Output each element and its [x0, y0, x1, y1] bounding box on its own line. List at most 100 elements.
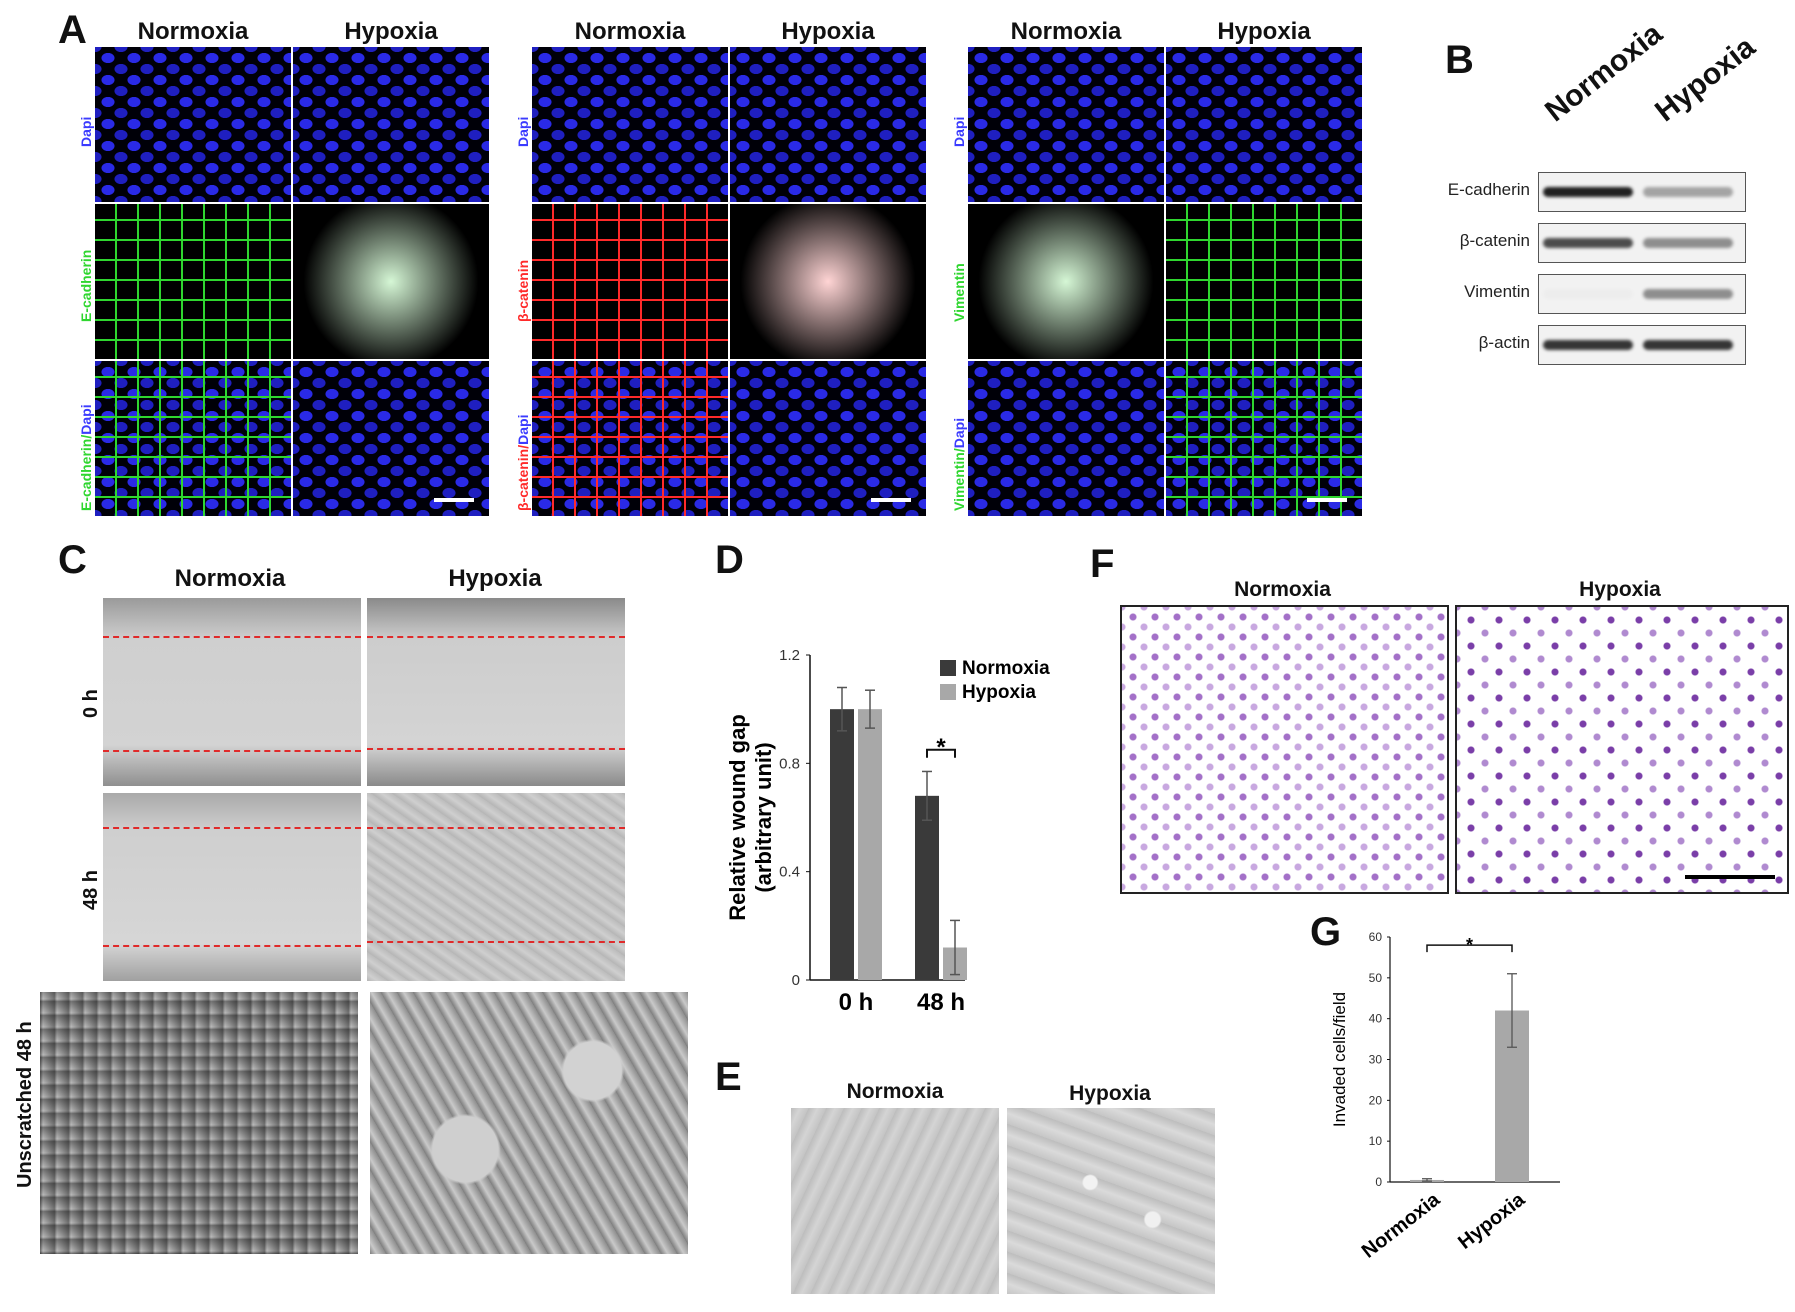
if-col-label-normoxia: Normoxia	[1010, 18, 1122, 45]
panel-g-invasion-chart: 0 10 20 30 40 50 60 Invaded cells/field Normoxia…	[1330, 930, 1560, 1263]
if-row-label: β-catenin	[515, 259, 531, 322]
panel-label-d: D	[715, 538, 744, 582]
y-tick-label: 30	[1369, 1053, 1383, 1067]
invasion-col-label-hypoxia: Hypoxia	[1579, 578, 1661, 601]
significance-bracket	[1426, 944, 1513, 953]
if-row-label: β-catenin/Dapi	[515, 414, 531, 511]
if-image-dapi-normoxia	[968, 47, 1164, 202]
if-image-merge-hypoxia	[1166, 361, 1362, 516]
morph-col-label-normoxia: Normoxia	[846, 1080, 944, 1103]
morph-image-normoxia	[791, 1108, 999, 1294]
wound-row-label-0h: 0 h	[80, 689, 102, 718]
y-tick-label: 20	[1369, 1093, 1383, 1107]
if-col-label-normoxia: Normoxia	[574, 18, 686, 45]
panel-label-e: E	[715, 1055, 742, 1099]
if-row-label: Dapi	[515, 116, 531, 147]
blot-band-box	[1538, 223, 1746, 263]
wound-image-normoxia-0h	[103, 598, 361, 786]
scale-bar	[871, 498, 911, 502]
panel-label-b: B	[1445, 38, 1474, 82]
blot-band-label: β-catenin	[1459, 231, 1530, 250]
wound-image-hypoxia-48h	[367, 793, 625, 981]
if-image-merge-normoxia	[95, 361, 291, 516]
if-image-marker-hypoxia	[730, 204, 926, 359]
if-col-label-hypoxia: Hypoxia	[344, 18, 438, 45]
blot-band-hypoxia	[1643, 340, 1733, 350]
if-row-label: Dapi	[78, 116, 94, 147]
if-image-merge-hypoxia	[293, 361, 489, 516]
if-col-label-hypoxia: Hypoxia	[781, 18, 875, 45]
if-image-dapi-normoxia	[95, 47, 291, 202]
y-tick-label: 60	[1369, 930, 1383, 944]
y-tick-label: 10	[1369, 1134, 1383, 1148]
wound-image-normoxia-unscratched	[40, 992, 358, 1254]
y-axis-label: Relative wound gap(arbitrary unit)	[725, 714, 776, 921]
y-tick-label: 40	[1369, 1012, 1383, 1026]
y-tick-label: 50	[1369, 971, 1383, 985]
bar-normoxia-48h	[915, 795, 939, 980]
y-tick-label: 0	[792, 972, 800, 989]
blot-band-hypoxia	[1643, 187, 1733, 197]
significance-bracket	[926, 748, 956, 758]
bar-hypoxia-0h	[858, 709, 882, 980]
legend-entry: Hypoxia	[962, 682, 1036, 703]
blot-band-box	[1538, 325, 1746, 365]
blot-band-normoxia	[1543, 340, 1633, 350]
panel-d-wound-gap-chart: 0 0.4 0.8 1.2 Relative wound gap(arbitrary u…	[725, 647, 1050, 1016]
if-image-merge-normoxia	[532, 361, 728, 516]
y-tick-label: 0	[1375, 1175, 1382, 1189]
blot-col-label-normoxia: Normoxia	[1539, 17, 1669, 129]
blot-band-normoxia	[1543, 238, 1633, 248]
significance-marker: *	[1466, 935, 1473, 955]
y-tick-label: 1.2	[779, 647, 800, 664]
invasion-col-label-normoxia: Normoxia	[1234, 578, 1331, 601]
blot-band-label: E-cadherin	[1447, 180, 1530, 199]
if-col-label-hypoxia: Hypoxia	[1217, 18, 1311, 45]
if-image-dapi-normoxia	[532, 47, 728, 202]
blot-band-normoxia	[1543, 289, 1633, 299]
if-image-dapi-hypoxia	[293, 47, 489, 202]
blot-band-hypoxia	[1643, 289, 1733, 299]
wound-image-hypoxia-unscratched	[370, 992, 688, 1254]
morph-image-hypoxia	[1007, 1108, 1215, 1294]
panel-label-g: G	[1310, 910, 1342, 954]
if-row-label: E-cadherin	[78, 249, 94, 322]
legend-swatch	[940, 660, 956, 676]
invasion-image-normoxia	[1120, 605, 1449, 894]
wound-col-label-hypoxia: Hypoxia	[448, 565, 542, 592]
x-tick-label: Hypoxia	[1454, 1188, 1530, 1254]
wound-image-normoxia-48h	[103, 793, 361, 981]
if-row-label: E-cadherin/Dapi	[78, 404, 94, 511]
blot-band-box	[1538, 172, 1746, 212]
wound-col-label-normoxia: Normoxia	[174, 565, 286, 592]
if-image-marker-hypoxia	[1166, 204, 1362, 359]
wound-row-label-48h: 48 h	[80, 869, 102, 910]
if-image-dapi-hypoxia	[1166, 47, 1362, 202]
panel-label-f: F	[1090, 542, 1115, 586]
blot-band-label: β-actin	[1478, 333, 1530, 352]
if-col-label-normoxia: Normoxia	[137, 18, 249, 45]
x-tick-label: Normoxia	[1358, 1188, 1445, 1263]
legend-entry: Normoxia	[962, 658, 1050, 679]
blot-band-hypoxia	[1643, 238, 1733, 248]
panel-label-a: A	[58, 8, 87, 52]
if-image-dapi-hypoxia	[730, 47, 926, 202]
legend-swatch	[940, 684, 956, 700]
if-image-marker-normoxia	[95, 204, 291, 359]
if-image-marker-hypoxia	[293, 204, 489, 359]
y-tick-label: 0.4	[779, 864, 800, 881]
blot-band-label: Vimentin	[1464, 282, 1530, 301]
if-image-marker-normoxia	[532, 204, 728, 359]
if-image-merge-hypoxia	[730, 361, 926, 516]
x-tick-label: 48 h	[917, 989, 965, 1016]
scale-bar	[434, 498, 474, 502]
x-tick-label: 0 h	[839, 989, 874, 1016]
invasion-image-hypoxia	[1455, 605, 1789, 894]
panel-label-c: C	[58, 538, 87, 582]
bar-normoxia-0h	[830, 709, 854, 980]
morph-col-label-hypoxia: Hypoxia	[1069, 1082, 1151, 1105]
y-axis-label: Invaded cells/field	[1330, 992, 1349, 1127]
scale-bar	[1685, 875, 1775, 879]
blot-band-box	[1538, 274, 1746, 314]
if-row-label: Dapi	[951, 116, 967, 147]
